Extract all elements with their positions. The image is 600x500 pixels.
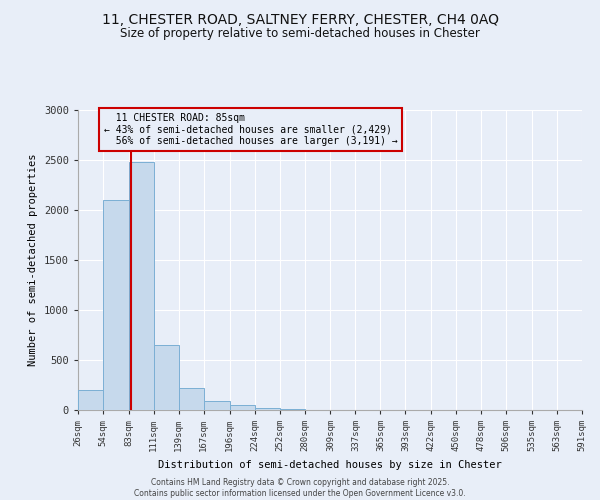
Bar <box>78 390 103 410</box>
Bar <box>230 405 254 410</box>
Text: 11 CHESTER ROAD: 85sqm
← 43% of semi-detached houses are smaller (2,429)
  56% o: 11 CHESTER ROAD: 85sqm ← 43% of semi-det… <box>104 113 398 146</box>
Bar <box>129 162 154 410</box>
Bar <box>103 200 129 410</box>
Bar <box>204 401 230 410</box>
Bar <box>179 388 204 410</box>
Text: Size of property relative to semi-detached houses in Chester: Size of property relative to semi-detach… <box>120 28 480 40</box>
X-axis label: Distribution of semi-detached houses by size in Chester: Distribution of semi-detached houses by … <box>158 460 502 469</box>
Bar <box>254 408 280 410</box>
Y-axis label: Number of semi-detached properties: Number of semi-detached properties <box>28 154 38 366</box>
Text: Contains HM Land Registry data © Crown copyright and database right 2025.
Contai: Contains HM Land Registry data © Crown c… <box>134 478 466 498</box>
Bar <box>280 409 305 410</box>
Bar <box>154 345 179 410</box>
Text: 11, CHESTER ROAD, SALTNEY FERRY, CHESTER, CH4 0AQ: 11, CHESTER ROAD, SALTNEY FERRY, CHESTER… <box>101 12 499 26</box>
